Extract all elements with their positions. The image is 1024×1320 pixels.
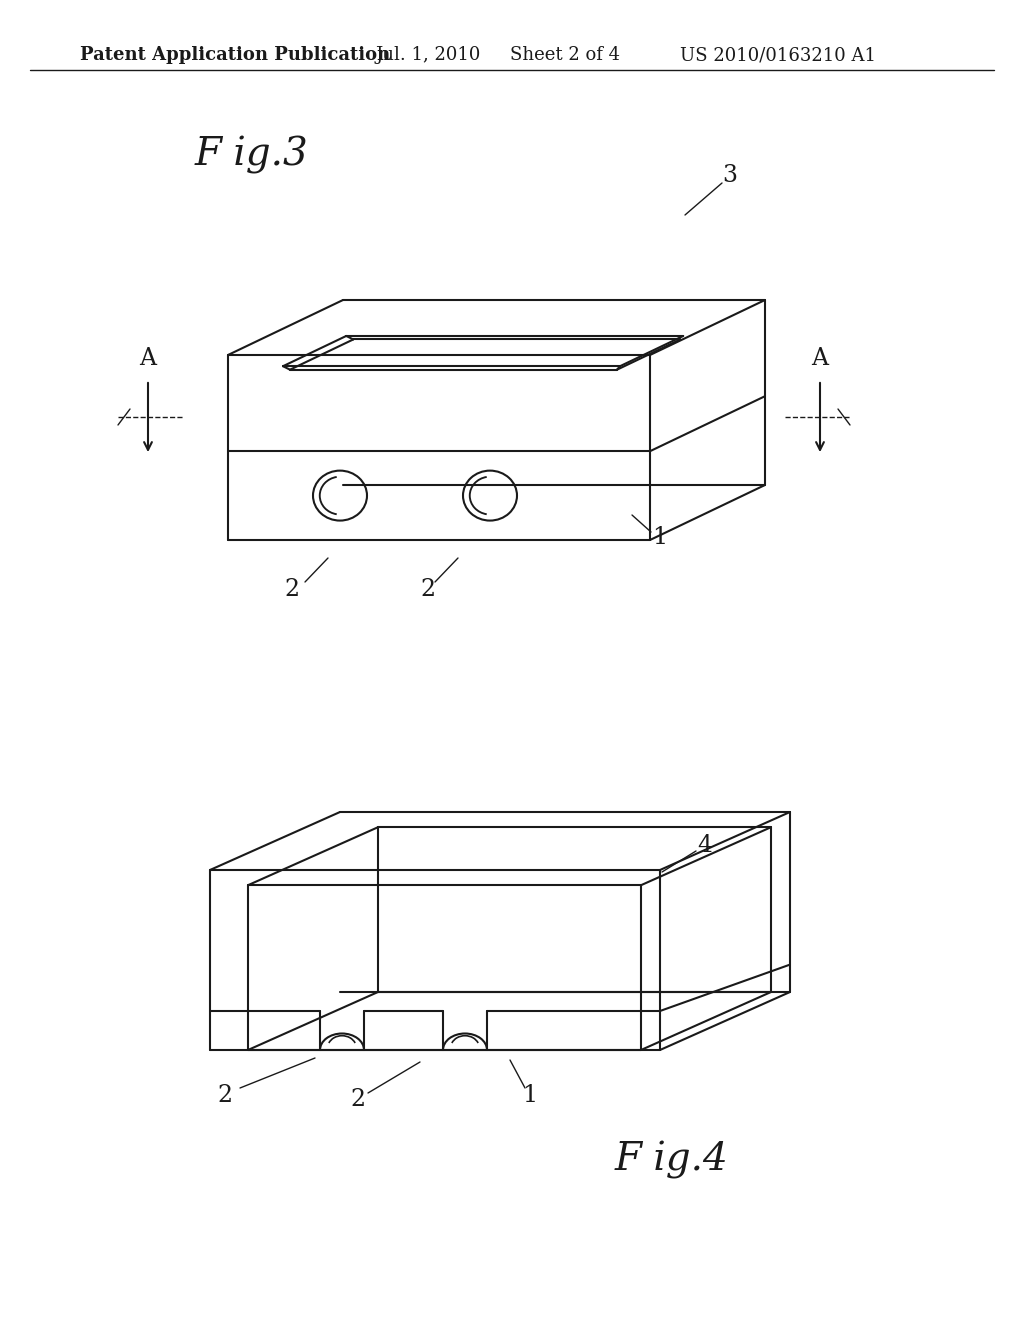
Text: Sheet 2 of 4: Sheet 2 of 4 bbox=[510, 46, 620, 63]
Text: 1: 1 bbox=[652, 527, 668, 549]
Text: 2: 2 bbox=[285, 578, 300, 602]
Text: 2: 2 bbox=[350, 1089, 366, 1111]
Text: F ig.4: F ig.4 bbox=[615, 1140, 729, 1179]
Text: A: A bbox=[139, 347, 157, 370]
Text: Patent Application Publication: Patent Application Publication bbox=[80, 46, 390, 63]
Text: 4: 4 bbox=[697, 833, 713, 857]
Text: A: A bbox=[811, 347, 828, 370]
Text: 2: 2 bbox=[217, 1084, 232, 1106]
Text: 2: 2 bbox=[421, 578, 435, 602]
Text: 3: 3 bbox=[723, 164, 737, 186]
Text: F ig.3: F ig.3 bbox=[195, 136, 309, 174]
Text: Jul. 1, 2010: Jul. 1, 2010 bbox=[375, 46, 480, 63]
Text: US 2010/0163210 A1: US 2010/0163210 A1 bbox=[680, 46, 876, 63]
Text: 1: 1 bbox=[522, 1084, 538, 1106]
